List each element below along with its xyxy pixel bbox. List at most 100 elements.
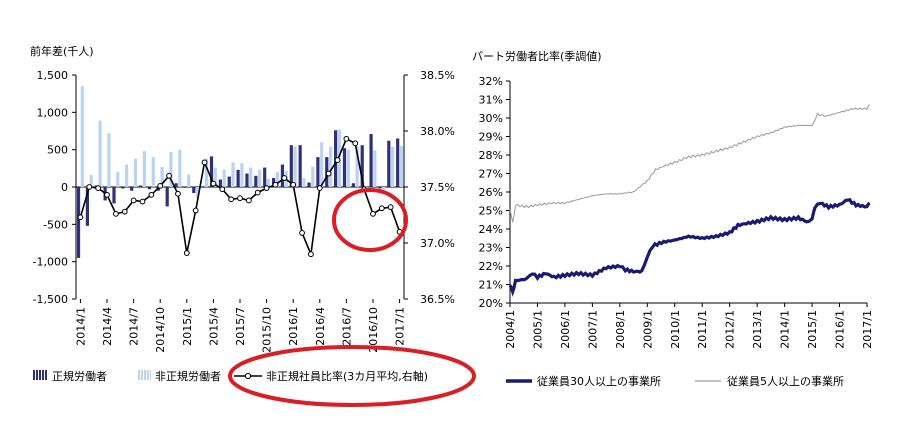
y-tick-label: 1,500 bbox=[37, 69, 69, 82]
ratio-point bbox=[77, 214, 84, 221]
y-tick-label: 32% bbox=[479, 75, 503, 88]
y-tick-label: 500 bbox=[47, 144, 68, 157]
x-tick-label: 2016/4 bbox=[314, 307, 327, 346]
ratio-point bbox=[281, 175, 288, 181]
bar-nonregular bbox=[302, 178, 306, 187]
bar-regular bbox=[396, 138, 400, 187]
y-tick-label: 1,000 bbox=[37, 106, 69, 119]
ratio-point bbox=[352, 140, 359, 147]
bar-nonregular bbox=[231, 162, 235, 187]
ratio-point bbox=[192, 207, 199, 214]
bar-nonregular bbox=[355, 146, 359, 187]
bar-nonregular bbox=[80, 86, 84, 187]
ratio-point bbox=[387, 204, 394, 211]
ratio-point bbox=[308, 251, 314, 258]
series-line-5plus bbox=[509, 104, 870, 223]
x-tick-label: 2008/1 bbox=[614, 310, 627, 349]
y-tick-label: 24% bbox=[479, 223, 503, 236]
bar-nonregular bbox=[346, 149, 350, 187]
ratio-point bbox=[201, 159, 208, 166]
bar-nonregular bbox=[213, 167, 217, 187]
bar-regular bbox=[360, 145, 364, 187]
ratio-point bbox=[343, 135, 350, 142]
bar-nonregular bbox=[116, 172, 120, 187]
bar-regular bbox=[201, 186, 205, 187]
right-y-ticks: 32% 31% 30% 29% 28% 27% 26% 25% 24% 23% 22% 21% 20% bbox=[479, 75, 510, 310]
ratio-point bbox=[316, 185, 323, 192]
legend-swatch-nonregular bbox=[137, 370, 151, 380]
bar-regular bbox=[369, 133, 373, 187]
bar-regular bbox=[378, 187, 382, 189]
x-tick-label: 2014/10 bbox=[154, 307, 167, 353]
y-tick-label: 28% bbox=[479, 149, 503, 162]
legend-label-ratio: 非正規社員比率(3カ月平均,右軸) bbox=[266, 369, 428, 383]
bar-nonregular bbox=[195, 187, 200, 199]
x-tick-label: 2006/1 bbox=[559, 310, 572, 349]
y2-tick-label: 37.0% bbox=[420, 237, 455, 250]
bar-nonregular bbox=[311, 166, 315, 187]
bar-nonregular bbox=[328, 146, 333, 187]
legend-swatch-regular bbox=[33, 370, 47, 380]
y-tick-label: 0 bbox=[61, 181, 68, 194]
ratio-point bbox=[157, 182, 164, 189]
ratio-point bbox=[104, 191, 110, 198]
x-tick-label: 2014/4 bbox=[101, 307, 114, 346]
bar-regular bbox=[298, 145, 302, 187]
ratio-point bbox=[148, 191, 155, 198]
x-tick-label: 2017/1 bbox=[394, 307, 407, 346]
bar-regular bbox=[387, 140, 391, 187]
bar-regular bbox=[138, 185, 143, 187]
x-tick-label: 2016/10 bbox=[367, 307, 380, 353]
legend-label-nonregular: 非正規労働者 bbox=[155, 369, 221, 383]
ratio-point bbox=[370, 210, 376, 217]
bar-nonregular bbox=[293, 146, 297, 187]
ratio-point bbox=[95, 185, 102, 192]
bar-regular bbox=[174, 183, 178, 187]
y2-tick-label: 36.5% bbox=[420, 293, 455, 306]
left-legend: 正規労働者 非正規労働者 非正規社員比率(3カ月平均,右軸) bbox=[33, 369, 428, 383]
x-tick-label: 2004/1 bbox=[504, 310, 517, 349]
ratio-point bbox=[166, 172, 172, 179]
y-tick-label: 27% bbox=[479, 168, 503, 181]
bar-regular bbox=[254, 175, 258, 187]
ratio-point bbox=[237, 195, 243, 202]
x-tick-label: 2013/1 bbox=[751, 310, 764, 349]
left-y-axis-title: 前年差(千人) bbox=[30, 44, 94, 58]
bar-nonregular bbox=[107, 133, 111, 187]
left-y-ticks: 1,500 1,000 500 0 -500 -1,000 -1,500 bbox=[33, 69, 76, 306]
ratio-point bbox=[130, 197, 137, 204]
ratio-point bbox=[325, 170, 332, 177]
x-tick-label: 2005/1 bbox=[531, 310, 544, 349]
bar-regular bbox=[165, 187, 169, 207]
bar-nonregular bbox=[266, 178, 271, 187]
bar-nonregular bbox=[373, 150, 377, 187]
bar-regular bbox=[307, 182, 311, 187]
ratio-point bbox=[378, 205, 385, 212]
ratio-point bbox=[290, 181, 297, 188]
x-tick-label: 2015/4 bbox=[207, 307, 220, 346]
ratio-point bbox=[121, 208, 128, 215]
bar-nonregular bbox=[320, 142, 324, 187]
y-tick-label: -500 bbox=[43, 218, 68, 231]
bar-nonregular bbox=[258, 169, 262, 187]
legend-label-30plus: 従業員30人以上の事業所 bbox=[537, 375, 661, 388]
right-legend: 従業員30人以上の事業所 従業員5人以上の事業所 bbox=[506, 375, 844, 388]
bar-nonregular bbox=[275, 172, 279, 187]
right-series-lines bbox=[508, 104, 871, 297]
x-tick-label: 2015/1 bbox=[806, 310, 819, 349]
right-chart: パート労働者比率(季調値) 32% 31% 30% 29% 28% 27% 26% 25% 24… bbox=[472, 49, 874, 388]
bar-nonregular bbox=[222, 169, 226, 187]
bar-regular bbox=[245, 173, 249, 187]
ratio-point bbox=[112, 210, 119, 217]
y2-tick-label: 37.5% bbox=[420, 181, 455, 194]
ratio-point bbox=[86, 184, 93, 190]
ratio-point bbox=[228, 196, 235, 203]
y-tick-label: 26% bbox=[479, 186, 503, 199]
bar-nonregular bbox=[160, 166, 164, 187]
bar-regular bbox=[209, 156, 214, 187]
bar-regular bbox=[236, 169, 240, 187]
bar-regular bbox=[76, 187, 81, 258]
bar-nonregular bbox=[249, 167, 253, 187]
y-tick-label: 21% bbox=[479, 279, 503, 292]
bar-regular bbox=[280, 164, 285, 187]
